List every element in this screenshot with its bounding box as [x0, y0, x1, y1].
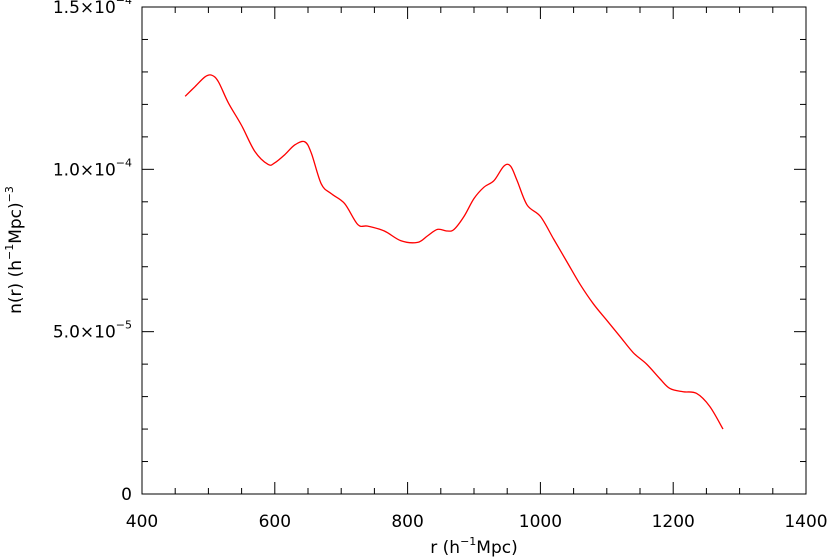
x-axis-label-base: r (h — [430, 538, 460, 558]
y-tick-label: 5.0×10−5 — [53, 319, 132, 343]
x-tick-label: 600 — [259, 512, 291, 532]
y-tick-exponent: −5 — [116, 319, 132, 332]
x-axis-label: r (h−1Mpc) — [430, 535, 517, 558]
x-tick-label: 1200 — [652, 512, 695, 532]
y-axis-ticks: 05.0×10−51.0×10−41.5×10−4 — [53, 0, 806, 505]
y-axis-label-sup2: −3 — [3, 186, 16, 202]
plot-frame — [141, 6, 807, 495]
series-line — [184, 74, 724, 430]
x-axis-label-sup: −1 — [460, 535, 476, 548]
y-tick-mantissa: 1.0×10 — [53, 160, 116, 180]
y-tick-mantissa: 5.0×10 — [53, 323, 116, 343]
y-tick-label: 0 — [121, 485, 132, 505]
series-layer — [184, 74, 724, 430]
y-tick-mantissa: 0 — [121, 485, 132, 505]
x-tick-label: 1400 — [784, 512, 827, 532]
y-axis-label: n(r) (h−1Mpc)−3 — [3, 186, 26, 314]
y-tick-exponent: −4 — [116, 0, 132, 7]
x-tick-label: 1000 — [519, 512, 562, 532]
y-axis-label-base: n(r) (h — [6, 260, 26, 314]
y-axis-label-rest: Mpc) — [6, 202, 26, 243]
y-tick-exponent: −4 — [116, 156, 132, 169]
y-tick-label: 1.0×10−4 — [53, 156, 132, 180]
y-tick-label: 1.5×10−4 — [53, 0, 132, 18]
y-axis-label-sup: −1 — [3, 244, 16, 260]
x-tick-label: 400 — [126, 512, 158, 532]
x-axis-label-rest: Mpc) — [476, 538, 517, 558]
x-tick-label: 800 — [391, 512, 423, 532]
x-axis-ticks: 400 600 800 1000 1200 1400 — [126, 7, 828, 532]
y-tick-mantissa: 1.5×10 — [53, 0, 116, 18]
